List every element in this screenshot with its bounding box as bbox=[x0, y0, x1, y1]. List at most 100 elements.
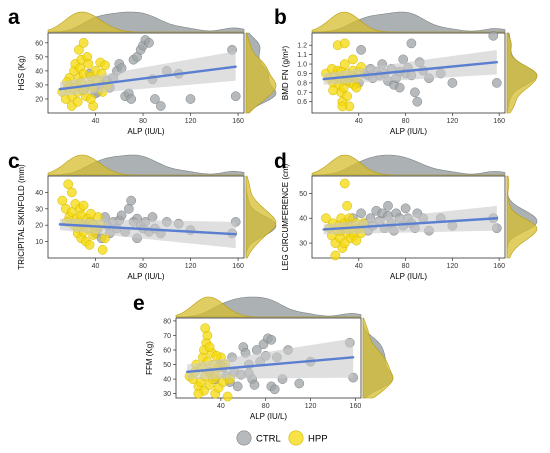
data-point-hpp bbox=[97, 244, 108, 255]
data-point-ctrl bbox=[126, 195, 137, 206]
y-tick-label: 40 bbox=[299, 216, 307, 223]
y-tick-label: 50 bbox=[299, 191, 307, 198]
x-tick-label: 160 bbox=[493, 263, 505, 270]
x-axis-title: ALP (IU/L) bbox=[390, 272, 428, 281]
data-point-ctrl bbox=[269, 384, 280, 395]
data-point-hpp bbox=[84, 240, 95, 250]
y-tick-label: 1.1 bbox=[297, 52, 307, 59]
data-point-ctrl bbox=[491, 78, 502, 88]
data-point-ctrl bbox=[412, 96, 423, 107]
data-point-ctrl bbox=[232, 381, 243, 392]
data-point-hpp bbox=[339, 59, 350, 69]
data-point-hpp bbox=[222, 391, 233, 402]
top-density-hpp bbox=[311, 154, 505, 176]
data-point-ctrl bbox=[294, 378, 305, 389]
y-axis-title: HGS (Kg) bbox=[17, 55, 26, 90]
y-tick-label: 70 bbox=[163, 333, 171, 340]
y-axis-title: FFM (Kg) bbox=[145, 341, 154, 375]
top-density-hpp bbox=[175, 296, 361, 318]
data-point-ctrl bbox=[400, 203, 411, 214]
x-tick-label: 160 bbox=[493, 118, 505, 125]
trend-line bbox=[322, 60, 499, 81]
panel-a: a 40 80 120 160 20 30 40 50 60 ALP (IU/L) HGS (Kg) bbox=[8, 6, 277, 136]
legend-label-ctrl: CTRL bbox=[256, 434, 281, 445]
x-axis-title: ALP (IU/L) bbox=[390, 127, 428, 136]
x-tick-label: 120 bbox=[447, 118, 459, 125]
data-point-ctrl bbox=[266, 334, 277, 345]
top-density-hpp bbox=[47, 154, 244, 176]
panel-e: e 40 80 120 160 30 40 50 60 70 80 ALP (IU/L) FFM (Kg… bbox=[133, 292, 394, 421]
data-point-ctrl bbox=[116, 210, 127, 221]
x-tick-label: 160 bbox=[232, 118, 244, 125]
x-tick-label: 160 bbox=[350, 403, 362, 410]
trend-line bbox=[58, 223, 237, 236]
trend-line bbox=[322, 217, 499, 231]
data-point-hpp bbox=[342, 200, 352, 211]
right-density-hpp bbox=[362, 317, 394, 399]
x-tick-label: 120 bbox=[185, 263, 197, 270]
data-point-hpp bbox=[339, 178, 350, 189]
data-point-hpp bbox=[66, 187, 77, 198]
data-point-ctrl bbox=[144, 37, 154, 48]
data-point-ctrl bbox=[230, 91, 241, 102]
y-tick-label: 20 bbox=[35, 96, 43, 103]
data-point-hpp bbox=[78, 200, 89, 211]
panel-b: b 40 80 120 160 0.6 0.7 0.8 0.9 1.0 1.1 1.2 ALP (IU/… bbox=[274, 6, 538, 136]
data-point-hpp bbox=[193, 388, 204, 399]
data-point-ctrl bbox=[185, 94, 196, 104]
top-density-hpp bbox=[311, 11, 505, 33]
data-point-ctrl bbox=[123, 203, 134, 214]
right-density-hpp bbox=[245, 32, 277, 114]
data-point-ctrl bbox=[356, 45, 366, 55]
x-tick-label: 40 bbox=[355, 118, 363, 125]
legend: CTRL HPP bbox=[236, 430, 328, 446]
y-tick-label: 40 bbox=[35, 190, 43, 197]
data-point-hpp bbox=[342, 91, 352, 101]
legend-swatch-hpp bbox=[288, 430, 304, 446]
y-tick-label: 40 bbox=[163, 377, 171, 384]
x-tick-label: 80 bbox=[262, 403, 270, 410]
x-tick-label: 40 bbox=[92, 263, 100, 270]
y-axis-title: LEG CIRCUMFERENCE (cm) bbox=[281, 163, 290, 270]
panel-letter: d bbox=[274, 150, 287, 173]
x-axis-title: ALP (IU/L) bbox=[127, 272, 165, 281]
x-tick-label: 120 bbox=[185, 118, 197, 125]
panel-d: d 40 80 120 160 30 40 50 ALP (IU/L) LEG CIRCUMFER… bbox=[274, 150, 538, 281]
x-tick-label: 80 bbox=[139, 263, 147, 270]
x-tick-label: 40 bbox=[217, 403, 225, 410]
x-tick-label: 120 bbox=[447, 263, 459, 270]
data-point-hpp bbox=[204, 342, 215, 352]
data-point-hpp bbox=[72, 96, 83, 107]
x-tick-label: 120 bbox=[305, 403, 317, 410]
data-point-hpp bbox=[348, 54, 358, 65]
y-tick-label: 80 bbox=[163, 318, 171, 325]
legend-swatch-ctrl bbox=[236, 430, 252, 446]
x-axis-title: ALP (IU/L) bbox=[127, 127, 165, 136]
data-point-ctrl bbox=[126, 94, 137, 104]
y-axis-title: BMD FN (g/m²) bbox=[281, 46, 290, 101]
data-point-ctrl bbox=[410, 87, 420, 98]
data-point-hpp bbox=[74, 44, 84, 55]
y-tick-label: 30 bbox=[35, 206, 43, 213]
trend-line bbox=[186, 356, 355, 374]
data-point-ctrl bbox=[383, 200, 393, 211]
y-tick-label: 30 bbox=[299, 241, 307, 248]
y-tick-label: 30 bbox=[163, 391, 171, 398]
data-point-ctrl bbox=[249, 380, 260, 390]
y-tick-label: 0.6 bbox=[297, 99, 307, 106]
data-point-hpp bbox=[328, 85, 338, 96]
y-tick-label: 20 bbox=[35, 223, 43, 230]
y-tick-label: 50 bbox=[163, 362, 171, 369]
y-tick-label: 30 bbox=[35, 82, 43, 89]
data-point-hpp bbox=[85, 94, 96, 104]
x-tick-label: 160 bbox=[232, 263, 244, 270]
y-tick-label: 0.7 bbox=[297, 90, 307, 97]
right-density-hpp bbox=[245, 175, 277, 259]
top-density-hpp bbox=[47, 11, 244, 33]
data-point-ctrl bbox=[155, 101, 166, 111]
data-point-hpp bbox=[337, 101, 348, 112]
y-tick-label: 60 bbox=[163, 348, 171, 355]
data-point-hpp bbox=[63, 179, 74, 190]
data-point-ctrl bbox=[406, 38, 417, 49]
